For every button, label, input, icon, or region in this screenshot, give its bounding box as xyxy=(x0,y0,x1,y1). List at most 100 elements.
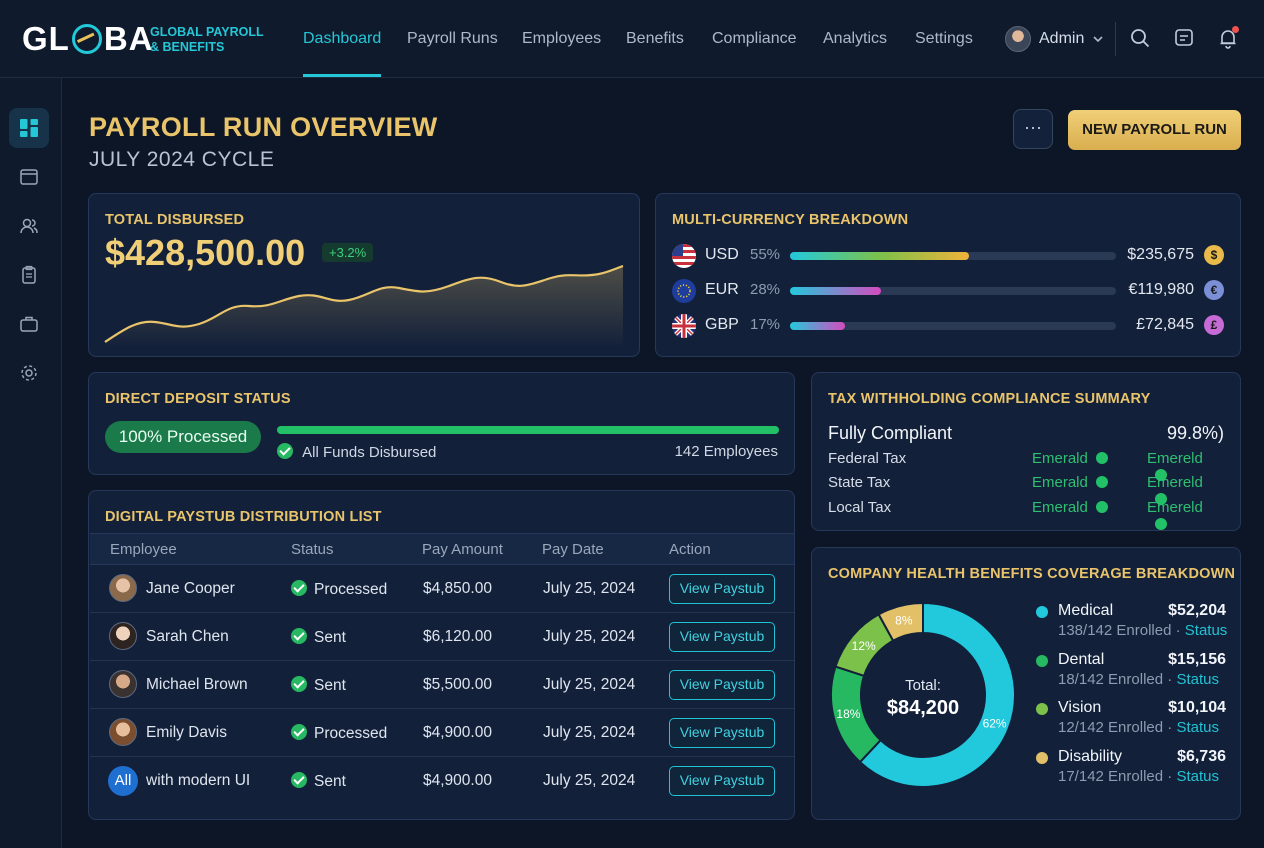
sidebar-item-users[interactable] xyxy=(9,206,49,246)
status-cell: Processed xyxy=(291,580,387,599)
avatar-badge: All xyxy=(108,766,138,796)
table-header: Employee Status Pay Amount Pay Date Acti… xyxy=(90,533,794,565)
euro-icon: € xyxy=(1204,280,1224,300)
card-title: MULTI-CURRENCY BREAKDOWN xyxy=(672,212,909,228)
status-dot-icon xyxy=(1095,476,1108,488)
donut-slice-disability[interactable] xyxy=(877,601,924,643)
pay-date: July 25, 2024 xyxy=(543,724,636,741)
pay-amount: $4,900.00 xyxy=(423,724,492,741)
benefits-coverage-card: COMPANY HEALTH BENEFITS COVERAGE BREAKDO… xyxy=(811,547,1241,820)
column-header[interactable]: Pay Amount xyxy=(422,541,503,558)
currency-percent: 17% xyxy=(750,316,781,333)
search-icon[interactable] xyxy=(1129,27,1151,49)
tax-status: Emereld xyxy=(1147,499,1222,533)
divider xyxy=(1115,22,1116,56)
currency-bar-fill xyxy=(790,322,846,330)
status-badge: 100% Processed xyxy=(105,421,261,453)
currency-code: EUR xyxy=(705,281,739,298)
nav-payroll-runs[interactable]: Payroll Runs xyxy=(407,30,498,47)
pay-date: July 25, 2024 xyxy=(543,628,636,645)
sidebar-item-clipboard[interactable] xyxy=(9,255,49,295)
tax-row-state: State Tax Emerald Emereld xyxy=(828,474,1222,505)
pay-date: July 25, 2024 xyxy=(543,772,636,789)
currency-bar-fill xyxy=(790,287,882,295)
card-title: DIRECT DEPOSIT STATUS xyxy=(105,391,291,407)
pay-amount: $4,900.00 xyxy=(423,772,492,789)
nav-benefits[interactable]: Benefits xyxy=(626,30,684,47)
check-icon xyxy=(291,772,307,788)
nav-analytics[interactable]: Analytics xyxy=(823,30,888,47)
direct-deposit-card: DIRECT DEPOSIT STATUS 100% Processed All… xyxy=(88,372,795,475)
sidebar-item-briefcase[interactable] xyxy=(9,304,49,344)
bell-icon[interactable] xyxy=(1217,27,1239,49)
column-header[interactable]: Action xyxy=(669,541,711,558)
sidebar-item-dashboard[interactable] xyxy=(9,108,49,148)
status-cell: Processed xyxy=(291,724,387,743)
pay-amount: $6,120.00 xyxy=(423,628,492,645)
users-icon xyxy=(20,218,38,234)
donut-total-label: Total: xyxy=(905,677,941,694)
currency-code: GBP xyxy=(705,316,739,333)
column-header[interactable]: Pay Date xyxy=(542,541,604,558)
donut-slice-label: 62% xyxy=(983,716,1007,730)
sidebar xyxy=(0,78,62,848)
pound-icon: £ xyxy=(1204,315,1224,335)
page-title: PAYROLL RUN OVERVIEW xyxy=(89,112,438,142)
brand-logo[interactable]: GL BA xyxy=(22,20,154,57)
currency-bar xyxy=(790,322,1116,330)
card-title: TOTAL DISBURSED xyxy=(105,212,245,228)
message-icon[interactable] xyxy=(1173,27,1195,49)
status-dot-icon xyxy=(1095,501,1108,513)
sidebar-item-wallet[interactable] xyxy=(9,157,49,197)
pay-amount: $5,500.00 xyxy=(423,676,492,693)
nav-employees[interactable]: Employees xyxy=(522,30,602,47)
employee-name: Sarah Chen xyxy=(146,628,229,645)
tax-status: Emerald xyxy=(1032,474,1108,491)
wallet-icon xyxy=(20,169,38,185)
view-paystub-button[interactable]: View Paystub xyxy=(669,718,775,748)
nav-dashboard[interactable]: Dashboard xyxy=(303,30,382,47)
employee-name: with modern UI xyxy=(146,772,251,789)
donut-slice-label: 18% xyxy=(836,707,860,721)
table-row: Emily Davis Processed $4,900.00 July 25,… xyxy=(90,709,794,757)
chevron-down-icon xyxy=(1093,36,1103,43)
pay-date: July 25, 2024 xyxy=(543,676,636,693)
total-disbursed-card: TOTAL DISBURSED $428,500.00 +3.2% xyxy=(88,193,640,357)
tax-row-federal: Federal Tax Emerald Emereld xyxy=(828,450,1222,481)
user-name: Admin xyxy=(1039,30,1085,47)
tax-compliance-card: TAX WITHHOLDING COMPLIANCE SUMMARY Fully… xyxy=(811,372,1241,531)
column-header[interactable]: Employee xyxy=(110,541,177,558)
sidebar-item-settings[interactable] xyxy=(9,353,49,393)
avatar xyxy=(109,670,137,698)
donut-slice-medical[interactable] xyxy=(858,601,1016,788)
view-paystub-button[interactable]: View Paystub xyxy=(669,766,775,796)
more-options-button[interactable]: ··· xyxy=(1013,109,1053,149)
user-menu[interactable]: Admin xyxy=(1005,26,1104,52)
donut-slice-label: 12% xyxy=(852,639,876,653)
avatar xyxy=(109,574,137,602)
status-cell: Sent xyxy=(291,676,346,695)
paystub-distribution-card: DIGITAL PAYSTUB DISTRIBUTION LIST Employ… xyxy=(88,490,795,820)
view-paystub-button[interactable]: View Paystub xyxy=(669,670,775,700)
card-title: DIGITAL PAYSTUB DISTRIBUTION LIST xyxy=(105,509,382,525)
view-paystub-button[interactable]: View Paystub xyxy=(669,622,775,652)
tax-row-local: Local Tax Emerald Emereld xyxy=(828,499,1222,530)
card-title: TAX WITHHOLDING COMPLIANCE SUMMARY xyxy=(828,391,1151,407)
uk-flag-icon xyxy=(672,314,696,338)
check-icon xyxy=(291,580,307,596)
view-paystub-button[interactable]: View Paystub xyxy=(669,574,775,604)
status-dot-icon xyxy=(1155,469,1167,481)
pay-amount: $4,850.00 xyxy=(423,580,492,597)
column-header[interactable]: Status xyxy=(291,541,334,558)
currency-row-eur: EUR 28% €119,980 € xyxy=(672,279,1224,303)
tax-status: Emerald xyxy=(1032,499,1108,516)
currency-bar xyxy=(790,287,1116,295)
nav-compliance[interactable]: Compliance xyxy=(712,30,797,47)
nav-settings[interactable]: Settings xyxy=(915,30,973,47)
clipboard-icon xyxy=(22,265,36,284)
new-payroll-run-button[interactable]: NEW PAYROLL RUN xyxy=(1068,110,1241,150)
notification-dot xyxy=(1232,26,1239,33)
avatar xyxy=(1005,26,1031,52)
table-row: Sarah Chen Sent $6,120.00 July 25, 2024 … xyxy=(90,613,794,661)
check-icon xyxy=(291,676,307,692)
